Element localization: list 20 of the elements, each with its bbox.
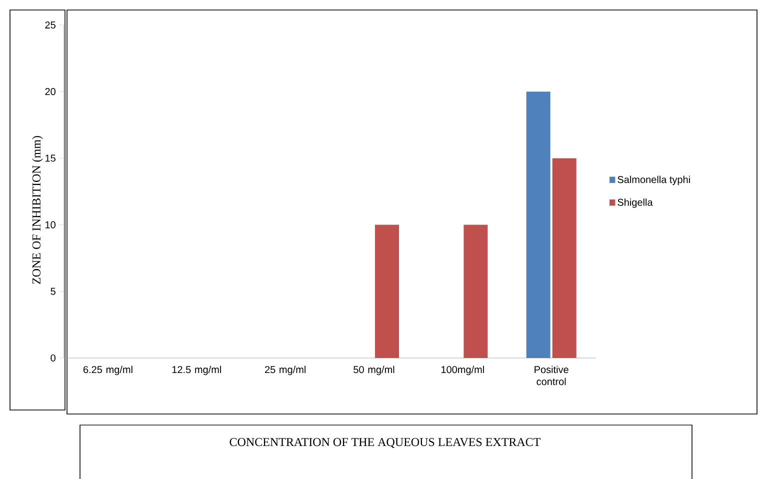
- y-tick-label: 25: [45, 21, 56, 29]
- y-tick-label: 5: [50, 288, 56, 295]
- bar: [464, 224, 488, 358]
- x-tick-label: 100mg/ml: [441, 366, 484, 376]
- legend-label: Shigella: [618, 198, 653, 208]
- bar: [526, 92, 550, 358]
- y-tick-label: 20: [45, 88, 56, 96]
- x-tick-label: 25 mg/ml: [265, 366, 306, 376]
- x-axis-title: CONCENTRATION OF THE AQUEOUS LEAVES EXTRACT: [230, 438, 541, 448]
- y-tick-label: 0: [50, 354, 56, 362]
- bar: [375, 224, 400, 358]
- x-tick-label: Positive control: [534, 366, 568, 386]
- y-tick-label: 15: [46, 154, 56, 162]
- y-tick-label: 10: [46, 221, 56, 228]
- y-axis-title: ZONE OF INHIBITION (mm): [32, 136, 43, 284]
- bar: [552, 158, 576, 358]
- x-tick-label: 12.5 mg/ml: [172, 366, 221, 376]
- x-tick-label: 6.25 mg/ml: [83, 366, 132, 376]
- x-tick-label: 50 mg/ml: [354, 366, 394, 376]
- legend-label: Salmonella typhi: [618, 176, 690, 186]
